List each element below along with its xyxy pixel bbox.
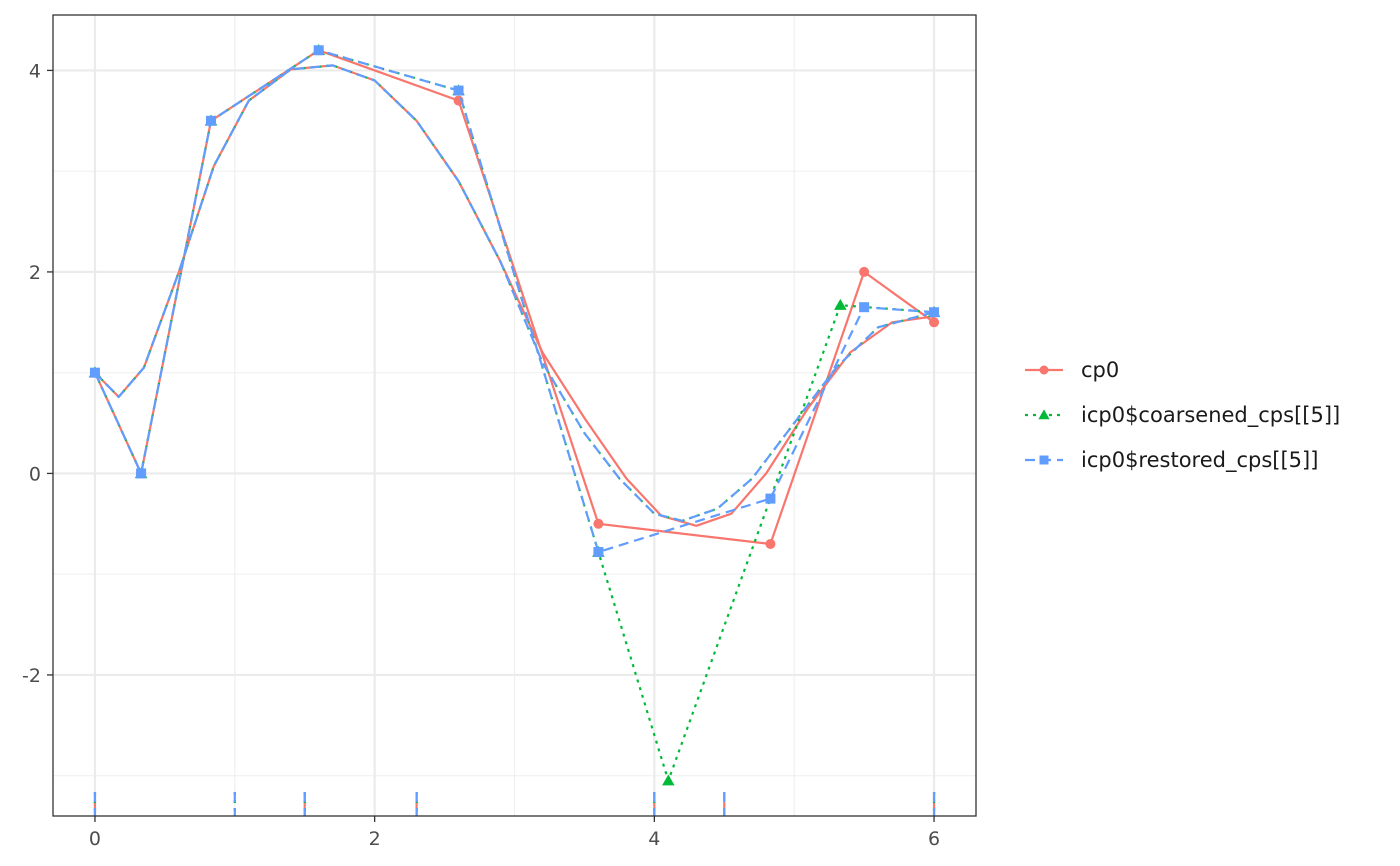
series-layer	[88, 44, 941, 786]
knot-rug	[93, 792, 936, 816]
series-2-curve	[94, 64, 935, 522]
series-1-point-7	[834, 298, 847, 310]
series-0-point-6	[765, 538, 776, 549]
legend: cp0 icp0$coarsened_cps[[5]] icp0$restored_…	[1025, 358, 1340, 473]
legend-key-marker	[1039, 365, 1049, 375]
series-2-point-0	[89, 367, 100, 378]
series-0-point-8	[929, 317, 940, 328]
x-tick-label: 0	[89, 828, 101, 850]
panel-border	[52, 14, 977, 817]
y-axis: -2 0 2 4	[22, 60, 53, 687]
panel-frame	[52, 14, 977, 817]
series-2-point-8	[929, 307, 940, 318]
x-tick-label: 6	[928, 828, 940, 850]
y-tick-label: 2	[29, 262, 41, 284]
legend-item-2: icp0$restored_cps[[5]]	[1025, 448, 1318, 473]
x-tick-label: 4	[648, 828, 660, 850]
series-1-point-6	[662, 774, 675, 786]
x-axis: 0 2 4 6	[89, 816, 940, 850]
series-0-point-5	[593, 518, 604, 529]
y-tick-label: 0	[29, 463, 41, 485]
legend-label: cp0	[1081, 358, 1119, 382]
series-0-point-7	[859, 266, 870, 277]
legend-key-marker	[1038, 409, 1050, 420]
series-2	[89, 45, 940, 558]
legend-label: icp0$coarsened_cps[[5]]	[1081, 403, 1340, 428]
series-2-point-5	[593, 547, 604, 558]
y-tick-label: -2	[22, 665, 41, 687]
legend-item-1: icp0$coarsened_cps[[5]]	[1025, 403, 1340, 428]
legend-label: icp0$restored_cps[[5]]	[1081, 448, 1318, 473]
series-2-point-6	[765, 493, 776, 504]
series-2-point-3	[313, 45, 324, 56]
x-tick-label: 2	[369, 828, 381, 850]
legend-item-0: cp0	[1025, 358, 1119, 382]
series-2-point-4	[453, 85, 464, 96]
series-2-point-2	[206, 115, 217, 126]
series-2-point-7	[859, 302, 870, 313]
legend-key-marker	[1039, 455, 1049, 465]
y-tick-label: 4	[29, 60, 41, 82]
series-2-point-1	[136, 468, 147, 479]
